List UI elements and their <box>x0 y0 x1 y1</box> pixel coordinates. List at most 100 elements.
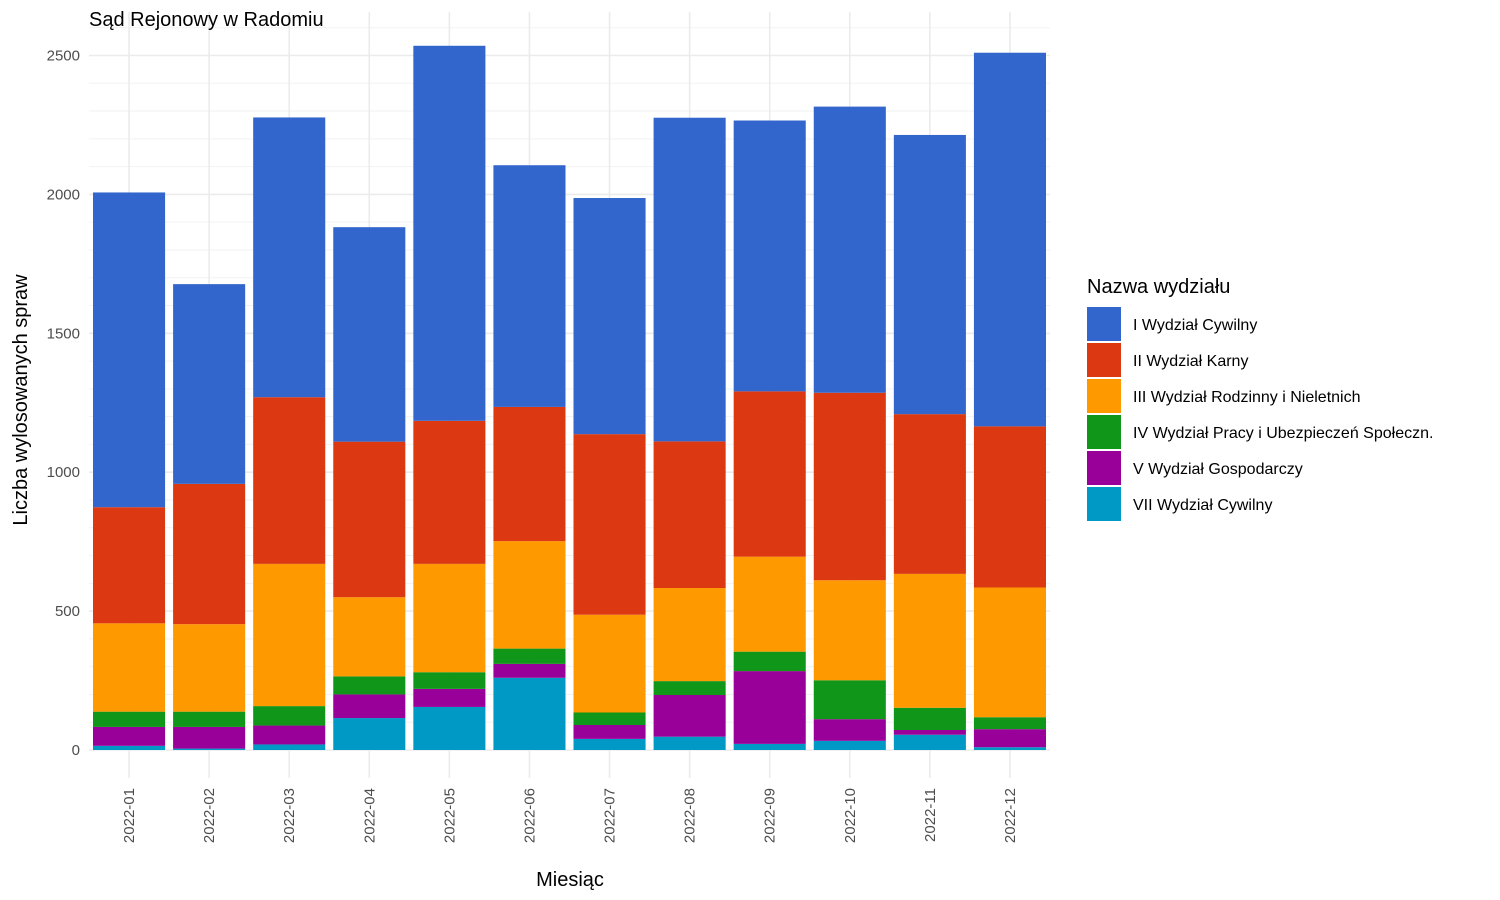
bar-segment <box>93 192 166 508</box>
bar-segment <box>733 651 806 672</box>
bar-segment <box>893 707 966 730</box>
bar-segment <box>733 743 806 750</box>
bar-segment <box>493 663 566 678</box>
bar-segment <box>573 614 646 713</box>
x-tick-label: 2022-04 <box>361 788 378 843</box>
bar-segment <box>173 711 246 727</box>
x-axis-ticks: 2022-01 2022-02 2022-03 2022-04 2022-05 2022-… <box>121 788 1019 843</box>
bar-segment <box>813 680 886 720</box>
bar-segment <box>653 588 726 682</box>
bar-segment <box>493 648 566 664</box>
bar-segment <box>93 507 166 624</box>
bar-segment <box>253 744 326 750</box>
bar-segment <box>973 717 1046 730</box>
y-tick-label: 2000 <box>47 186 80 203</box>
bar-segment <box>733 671 806 744</box>
x-tick-label: 2022-03 <box>281 788 298 843</box>
legend-label: IV Wydział Pracy i Ubezpieczeń Społeczn. <box>1133 425 1433 442</box>
x-tick-label: 2022-08 <box>682 788 699 843</box>
legend-label: II Wydział Karny <box>1133 353 1248 370</box>
bar-segment <box>973 747 1046 750</box>
bar-segment <box>333 441 406 598</box>
bar-segment <box>973 52 1046 427</box>
bar-segment <box>93 745 166 750</box>
bar-segment <box>813 740 886 750</box>
bar-segment <box>333 718 406 750</box>
bar-segment <box>173 726 246 749</box>
bar-segment <box>573 738 646 750</box>
bar-segment <box>173 748 246 750</box>
chart-title: Sąd Rejonowy w Radomiu <box>89 9 324 31</box>
x-tick-label: 2022-11 <box>922 788 939 842</box>
x-tick-label: 2022-09 <box>762 788 779 843</box>
bar-segment <box>893 134 966 415</box>
legend: Nazwa wydziału I Wydział Cywilny II Wydzi… <box>1087 276 1433 521</box>
bar-segment <box>653 694 726 737</box>
bar-segment <box>413 420 486 564</box>
bar-segment <box>413 672 486 689</box>
bar-segment <box>333 597 406 677</box>
legend-swatch <box>1087 343 1121 377</box>
bar-segment <box>813 580 886 681</box>
x-tick-label: 2022-02 <box>201 788 218 843</box>
bar-segment <box>653 117 726 442</box>
bar-segment <box>413 706 486 750</box>
bar-segment <box>93 623 166 712</box>
bar-segment <box>93 726 166 746</box>
bar-segment <box>93 711 166 727</box>
bar-segment <box>653 681 726 695</box>
x-tick-label: 2022-05 <box>441 788 458 843</box>
legend-swatch <box>1087 415 1121 449</box>
bar-segment <box>413 563 486 673</box>
bar-segment <box>733 556 806 652</box>
bar-segment <box>733 391 806 557</box>
bar-segment <box>333 227 406 442</box>
bar-segment <box>573 724 646 739</box>
y-axis-title: Liczba wylosowanych spraw <box>10 274 32 526</box>
bar-segment <box>253 397 326 564</box>
bar-segment <box>893 729 966 735</box>
x-tick-label: 2022-10 <box>842 788 859 843</box>
bar-segment <box>413 688 486 707</box>
bar-segment <box>733 120 806 392</box>
bar-segment <box>493 541 566 649</box>
bars <box>93 45 1046 750</box>
legend-label: V Wydział Gospodarczy <box>1133 461 1303 478</box>
x-tick-label: 2022-12 <box>1002 788 1019 843</box>
y-tick-label: 1500 <box>47 325 80 342</box>
x-axis-title: Miesiąc <box>536 869 604 891</box>
y-axis-ticks: 0 500 1000 1500 2000 2500 <box>47 48 80 760</box>
legend-label: I Wydział Cywilny <box>1133 317 1257 334</box>
bar-segment <box>173 624 246 712</box>
bar-segment <box>333 676 406 695</box>
bar-segment <box>813 392 886 581</box>
bar-segment <box>413 45 486 421</box>
bar-segment <box>253 706 326 726</box>
bar-segment <box>493 406 566 542</box>
legend-swatch <box>1087 451 1121 485</box>
bar-segment <box>253 117 326 398</box>
y-tick-label: 2500 <box>47 48 80 65</box>
bar-segment <box>973 587 1046 718</box>
bar-segment <box>653 736 726 750</box>
bar-segment <box>813 719 886 741</box>
bar-segment <box>573 198 646 435</box>
bar-segment <box>973 426 1046 588</box>
bar-segment <box>653 441 726 589</box>
bar-segment <box>893 573 966 708</box>
legend-label: VII Wydział Cywilny <box>1133 497 1272 514</box>
bar-segment <box>573 434 646 615</box>
legend-label: III Wydział Rodzinny i Nieletnich <box>1133 389 1361 406</box>
legend-title: Nazwa wydziału <box>1087 276 1230 298</box>
bar-segment <box>493 677 566 750</box>
bar-segment <box>893 414 966 574</box>
y-tick-label: 1000 <box>47 464 80 481</box>
bar-segment <box>173 284 246 484</box>
bar-segment <box>573 712 646 725</box>
bar-segment <box>893 734 966 750</box>
legend-swatch <box>1087 487 1121 521</box>
bar-segment <box>253 563 326 707</box>
x-tick-label: 2022-07 <box>602 788 619 843</box>
bar-segment <box>813 106 886 393</box>
